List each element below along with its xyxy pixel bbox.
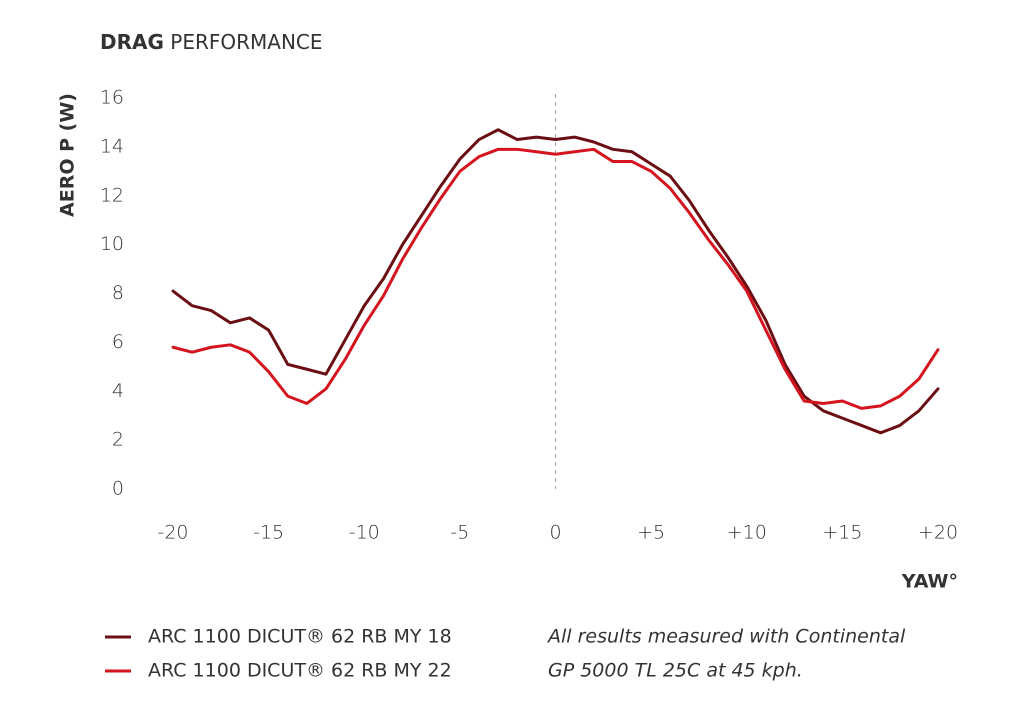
- chart-title: DRAG PERFORMANCE: [100, 30, 323, 54]
- note-line: All results measured with Continental: [546, 626, 906, 648]
- x-axis-label: YAW°: [901, 571, 958, 593]
- x-tick-label: +10: [727, 522, 767, 544]
- y-tick-label: 6: [112, 331, 124, 353]
- x-tick-label: -5: [450, 522, 469, 544]
- y-tick-label: 8: [112, 282, 124, 304]
- note-line: GP 5000 TL 25C at 45 kph.: [548, 660, 803, 682]
- series-line: [171, 147, 940, 410]
- legend-label: ARC 1100 DICUT® 62 RB MY 22: [148, 660, 452, 682]
- x-tick-label: -15: [253, 522, 284, 544]
- x-tick-label: +20: [918, 522, 958, 544]
- y-tick-label: 16: [100, 87, 124, 109]
- y-tick-label: 4: [112, 380, 124, 402]
- y-axis-label: AERO P (W): [57, 93, 79, 217]
- x-tick-label: +5: [637, 522, 665, 544]
- y-tick-label: 12: [100, 184, 124, 206]
- title-bold: DRAG: [100, 30, 164, 54]
- title-rest: PERFORMANCE: [170, 30, 322, 54]
- x-tick-label: -10: [349, 522, 380, 544]
- y-tick-label: 14: [100, 135, 124, 157]
- y-tick-label: 0: [112, 478, 124, 500]
- y-tick-label: 10: [100, 233, 124, 255]
- x-tick-label: +15: [822, 522, 862, 544]
- x-tick-label: 0: [549, 522, 561, 544]
- y-tick-label: 2: [112, 429, 124, 451]
- legend-label: ARC 1100 DICUT® 62 RB MY 18: [148, 626, 452, 648]
- x-tick-label: -20: [157, 522, 188, 544]
